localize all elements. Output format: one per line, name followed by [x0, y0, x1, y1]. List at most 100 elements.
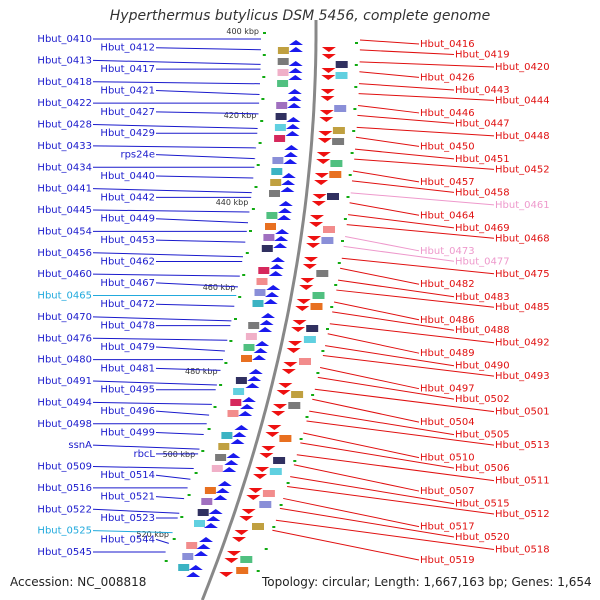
gene-leader-line — [355, 136, 420, 147]
reverse-gene-arrow — [241, 509, 256, 514]
feature-block — [321, 237, 334, 244]
forward-gene-arrow — [287, 103, 302, 108]
gene-leader-line — [155, 303, 235, 307]
forward-gene-arrow — [230, 439, 245, 444]
gene-label-hbut_0478: Hbut_0478 — [100, 321, 155, 332]
scale-tick — [316, 372, 320, 374]
reverse-gene-arrow — [273, 404, 287, 409]
gene-leader-line — [92, 380, 217, 386]
gene-label-hbut_0519: Hbut_0519 — [420, 555, 475, 566]
scale-tick — [201, 450, 205, 452]
reverse-gene-arrow — [314, 180, 329, 185]
gene-label-hbut_0480: Hbut_0480 — [37, 355, 92, 366]
gene-leader-line — [287, 486, 495, 515]
gene-label-hbut_0491: Hbut_0491 — [37, 376, 92, 387]
gene-leader-line — [333, 301, 420, 321]
feature-block — [204, 487, 216, 494]
scale-tick — [245, 252, 249, 254]
gene-label-hbut_0507: Hbut_0507 — [420, 486, 475, 497]
gene-label-hbut_0440: Hbut_0440 — [100, 171, 155, 182]
reverse-gene-arrow — [321, 54, 336, 59]
feature-block — [269, 468, 282, 475]
forward-gene-arrow — [288, 68, 303, 73]
gene-label-hbut_0490: Hbut_0490 — [455, 361, 510, 372]
gene-leader-line — [354, 158, 495, 170]
gene-leader-line — [312, 398, 420, 423]
feature-block — [211, 465, 223, 472]
forward-gene-arrow — [285, 124, 300, 129]
gene-leader-line — [279, 507, 455, 538]
scale-tick — [256, 570, 260, 572]
gene-leader-line — [155, 218, 249, 224]
forward-gene-arrow — [285, 131, 300, 136]
scale-tick — [355, 42, 358, 44]
gene-leader-line — [155, 367, 221, 371]
gene-label-hbut_0416: Hbut_0416 — [420, 39, 475, 50]
feature-block — [277, 58, 289, 65]
forward-gene-arrow — [277, 208, 292, 213]
scale-tick — [293, 460, 297, 462]
feature-block — [332, 127, 345, 134]
forward-gene-arrow — [281, 180, 296, 185]
reverse-gene-arrow — [314, 173, 329, 178]
gene-leader-line — [92, 466, 194, 469]
gene-label-hbut_0486: Hbut_0486 — [420, 315, 475, 326]
reverse-gene-arrow — [283, 362, 298, 367]
forward-gene-arrow — [232, 432, 247, 437]
feature-block — [243, 344, 255, 351]
gene-label-hbut_0498: Hbut_0498 — [37, 419, 92, 430]
scale-tick — [334, 284, 338, 286]
gene-label-hbut_0514: Hbut_0514 — [100, 470, 155, 481]
reverse-gene-arrow — [316, 152, 331, 157]
forward-gene-arrow — [252, 355, 266, 360]
gene-leader-line — [155, 239, 246, 243]
gene-label-hbut_0451: Hbut_0451 — [455, 154, 510, 165]
gene-label-hbut_0499: Hbut_0499 — [100, 427, 155, 438]
gene-leader-line — [275, 519, 495, 551]
gene-label-hbut_0481: Hbut_0481 — [100, 363, 155, 374]
reverse-gene-arrow — [309, 222, 324, 227]
gene-label-hbut_0504: Hbut_0504 — [420, 417, 475, 428]
scale-tick — [348, 174, 352, 176]
gene-leader-line — [359, 71, 420, 78]
gene-label-hbut_0488: Hbut_0488 — [455, 325, 510, 336]
gene-leader-line — [283, 497, 420, 528]
feature-block — [323, 226, 335, 233]
forward-gene-arrow — [288, 75, 303, 80]
reverse-gene-arrow — [219, 572, 234, 577]
gene-label-hbut_0494: Hbut_0494 — [37, 397, 92, 408]
gene-label-hbut_0433: Hbut_0433 — [37, 141, 92, 152]
scale-label: 480 kbp — [185, 367, 218, 376]
gene-label-hbut_0413: Hbut_0413 — [37, 55, 92, 66]
scale-tick — [262, 76, 266, 78]
reverse-gene-arrow — [291, 327, 306, 332]
feature-block — [288, 402, 301, 409]
gene-label-hbut_0515: Hbut_0515 — [455, 499, 510, 510]
gene-leader-line — [319, 366, 420, 390]
forward-gene-arrow — [226, 453, 241, 458]
feature-block — [245, 333, 257, 340]
forward-gene-arrow — [289, 40, 303, 45]
scale-tick — [258, 142, 262, 144]
gene-label-hbut_0485: Hbut_0485 — [495, 302, 550, 313]
scale-tick — [164, 560, 168, 562]
reverse-gene-arrow — [319, 117, 334, 122]
gene-label-hbut_0427: Hbut_0427 — [100, 107, 155, 118]
gene-label-hbut_0422: Hbut_0422 — [37, 98, 92, 109]
reverse-gene-arrow — [253, 474, 267, 479]
feature-block — [327, 193, 339, 200]
gene-label-hbut_0429: Hbut_0429 — [100, 128, 155, 139]
reverse-gene-arrow — [306, 243, 321, 248]
scale-tick — [249, 230, 252, 232]
scale-tick — [279, 504, 283, 506]
feature-block — [258, 267, 270, 274]
scale-tick — [343, 218, 347, 220]
forward-gene-arrow — [258, 327, 273, 332]
gene-label-hbut_0506: Hbut_0506 — [455, 463, 510, 474]
forward-gene-arrow — [269, 264, 284, 269]
forward-gene-arrow — [213, 495, 228, 500]
scale-tick — [330, 306, 334, 308]
gene-label-hbut_0495: Hbut_0495 — [100, 385, 155, 396]
scale-tick — [337, 262, 341, 264]
